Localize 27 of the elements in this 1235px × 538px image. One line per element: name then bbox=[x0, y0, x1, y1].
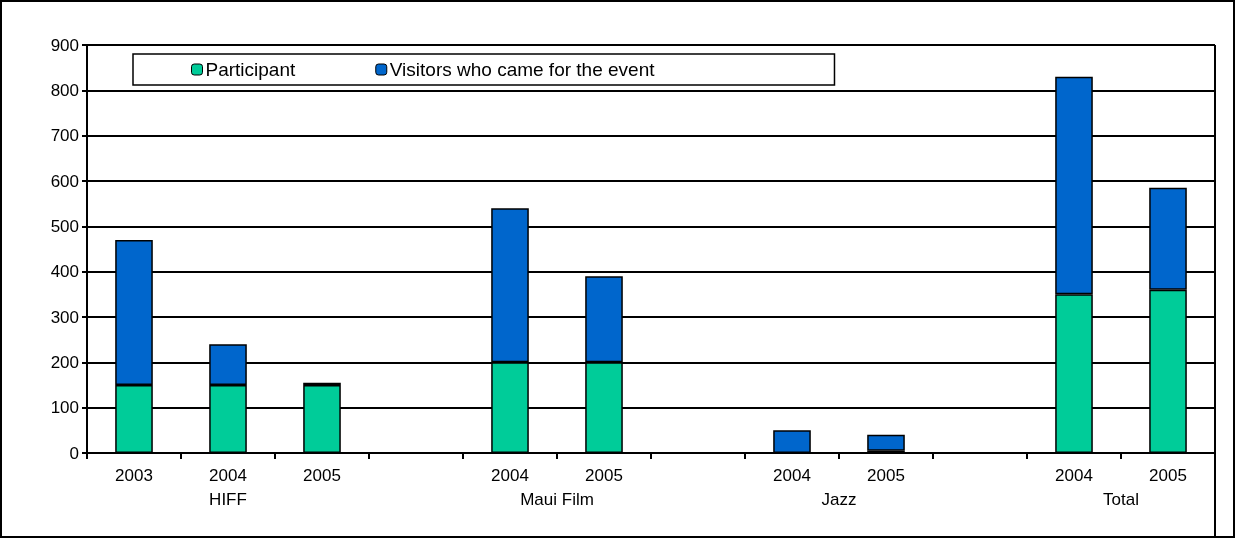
x-tick-label: 2005 bbox=[303, 466, 341, 485]
y-tick-label: 300 bbox=[50, 307, 79, 327]
x-tick-label: 2004 bbox=[1055, 466, 1093, 485]
y-tick-label: 200 bbox=[50, 352, 79, 372]
text: Jazz bbox=[821, 490, 857, 509]
x-tick-label: 2004 bbox=[773, 466, 811, 485]
bar bbox=[773, 430, 811, 453]
y-tick-label: 100 bbox=[50, 398, 79, 418]
x-tick-label: 2005 bbox=[1149, 466, 1187, 485]
y-tick-label: 900 bbox=[50, 35, 79, 55]
y-tick-label: 500 bbox=[50, 216, 79, 236]
y-tick-label: 800 bbox=[50, 80, 79, 100]
x-tick-label: 2005 bbox=[585, 466, 623, 485]
y-tick-label: 600 bbox=[50, 171, 79, 191]
x-tick-label: 2004 bbox=[491, 466, 529, 485]
y-tick-label: 400 bbox=[50, 262, 79, 282]
bar bbox=[867, 434, 905, 451]
x-tick-label: 2003 bbox=[115, 466, 153, 485]
text: Maui Film bbox=[520, 490, 594, 509]
y-tick-label: 0 bbox=[69, 443, 79, 463]
legend-label: Participant bbox=[205, 59, 296, 80]
text: HIFF bbox=[209, 490, 247, 509]
legend-label: Visitors who came for the event bbox=[389, 59, 656, 80]
y-tick-label: 700 bbox=[50, 126, 79, 146]
x-tick-label: 2005 bbox=[867, 466, 905, 485]
text: Total bbox=[1103, 490, 1139, 509]
x-tick-label: 2004 bbox=[209, 466, 247, 485]
